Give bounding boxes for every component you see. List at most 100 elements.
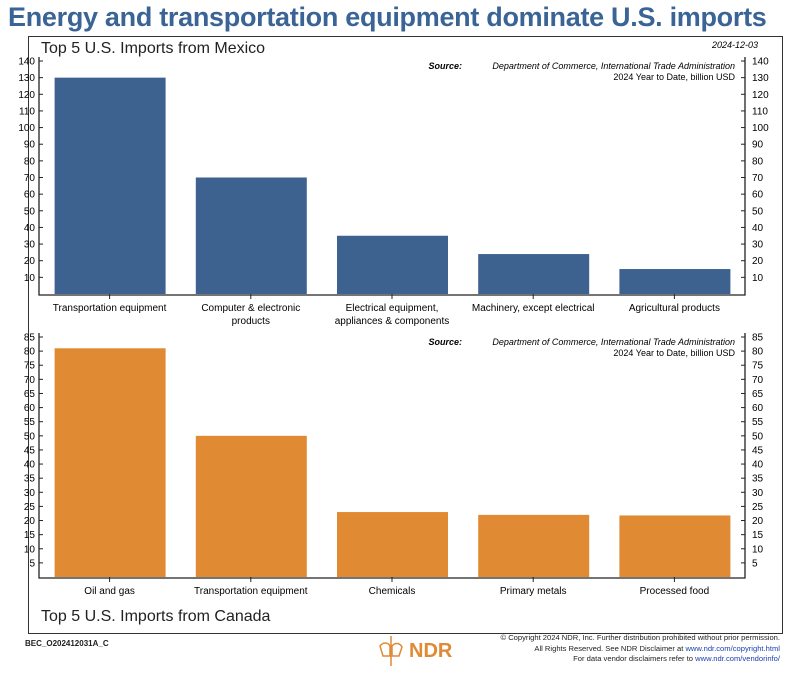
y-tick-label-right: 20	[752, 516, 764, 527]
bull-bear-icon	[379, 636, 403, 666]
y-tick-label-left: 120	[18, 90, 35, 101]
y-tick-label-left: 40	[24, 460, 36, 471]
x-tick-label: Agricultural products	[629, 303, 720, 314]
y-tick-label-right: 40	[752, 460, 764, 471]
x-tick-label: appliances & components	[335, 316, 450, 327]
y-tick-label-left: 70	[24, 375, 36, 386]
x-tick-label: Primary metals	[500, 586, 567, 597]
y-tick-label-right: 80	[752, 347, 764, 358]
y-tick-label-left: 40	[24, 223, 36, 234]
vendor-text: For data vendor disclaimers refer to	[573, 654, 696, 663]
y-tick-label-right: 130	[752, 73, 769, 84]
page-title: Energy and transportation equipment domi…	[8, 2, 767, 32]
units-subtitle: 2024 Year to Date, billion USD	[613, 348, 735, 358]
y-tick-label-left: 35	[24, 474, 36, 485]
y-tick-label-left: 20	[24, 256, 36, 267]
y-tick-label-left: 70	[24, 173, 36, 184]
y-tick-label-left: 10	[24, 544, 36, 555]
x-tick-label: Electrical equipment,	[346, 303, 439, 314]
y-tick-label-right: 20	[752, 256, 764, 267]
y-tick-label-right: 85	[752, 333, 764, 344]
y-tick-label-right: 70	[752, 375, 764, 386]
y-tick-label-left: 30	[24, 488, 36, 499]
copyright-line: © Copyright 2024 NDR, Inc. Further distr…	[500, 633, 780, 642]
y-tick-label-left: 15	[24, 530, 36, 541]
y-tick-label-left: 80	[24, 347, 36, 358]
chart-code: BEC_O202412031A_C	[25, 639, 109, 648]
y-tick-label-left: 45	[24, 445, 36, 456]
y-tick-label-right: 35	[752, 474, 764, 485]
vendor-link[interactable]: www.ndr.com/vendorinfo/	[695, 654, 780, 663]
y-tick-label-right: 50	[752, 431, 764, 442]
y-tick-label-right: 100	[752, 123, 769, 134]
y-tick-label-left: 75	[24, 361, 36, 372]
y-tick-label-right: 65	[752, 389, 764, 400]
y-tick-label-left: 100	[18, 123, 35, 134]
ndr-logo: NDR	[377, 636, 452, 666]
x-tick-label: Computer & electronic	[201, 303, 300, 314]
logo-text: NDR	[409, 639, 453, 662]
bar	[619, 515, 731, 577]
y-tick-label-right: 60	[752, 190, 764, 201]
bar	[195, 177, 307, 294]
copyright-link[interactable]: www.ndr.com/copyright.html	[685, 643, 780, 653]
y-tick-label-left: 50	[24, 431, 36, 442]
x-tick-label: Chemicals	[369, 586, 416, 597]
y-tick-label-left: 85	[24, 333, 36, 344]
panel-title: Top 5 U.S. Imports from Canada	[41, 608, 271, 625]
y-tick-label-right: 15	[752, 530, 764, 541]
bar	[337, 512, 448, 577]
y-tick-label-left: 90	[24, 140, 36, 151]
y-tick-label-left: 25	[24, 502, 36, 513]
y-tick-label-right: 30	[752, 240, 764, 251]
y-tick-label-right: 10	[752, 544, 764, 555]
source-label: Source:	[428, 337, 462, 347]
y-tick-label-left: 60	[24, 403, 36, 414]
x-tick-label: Transportation equipment	[194, 586, 308, 597]
bar	[478, 254, 590, 294]
copyright: © Copyright 2024 NDR, Inc. Further distr…	[500, 633, 780, 665]
y-tick-label-right: 120	[752, 90, 769, 101]
y-tick-label-right: 80	[752, 156, 764, 167]
bar	[195, 435, 307, 577]
y-tick-label-right: 110	[752, 106, 768, 117]
y-tick-label-right: 30	[752, 488, 764, 499]
bar	[54, 348, 166, 577]
bar	[337, 235, 448, 294]
y-tick-label-right: 60	[752, 403, 764, 414]
x-tick-label: Machinery, except electrical	[472, 303, 595, 314]
y-tick-label-left: 65	[24, 389, 36, 400]
source-text: Department of Commerce, International Tr…	[492, 61, 735, 71]
bar	[478, 514, 590, 577]
bar	[619, 269, 731, 294]
y-tick-label-left: 20	[24, 516, 36, 527]
y-tick-label-right: 25	[752, 502, 764, 513]
y-tick-label-right: 75	[752, 361, 764, 372]
y-tick-label-left: 140	[18, 57, 35, 68]
y-tick-label-left: 80	[24, 156, 36, 167]
x-tick-label: Transportation equipment	[53, 303, 167, 314]
y-tick-label-left: 30	[24, 240, 36, 251]
x-tick-label: products	[232, 316, 270, 327]
chart-frame	[28, 36, 783, 634]
y-tick-label-right: 50	[752, 206, 764, 217]
source-text: Department of Commerce, International Tr…	[492, 337, 735, 347]
y-tick-label-right: 70	[752, 173, 764, 184]
panel-title: Top 5 U.S. Imports from Mexico	[41, 40, 265, 57]
units-subtitle: 2024 Year to Date, billion USD	[613, 72, 735, 82]
y-tick-label-left: 5	[29, 558, 35, 569]
y-tick-label-right: 55	[752, 417, 764, 428]
date-label: 2024-12-03	[711, 40, 758, 50]
y-tick-label-left: 130	[18, 73, 35, 84]
bar	[54, 77, 166, 295]
y-tick-label-right: 40	[752, 223, 764, 234]
x-tick-label: Oil and gas	[84, 586, 135, 597]
y-tick-label-left: 110	[19, 106, 35, 117]
y-tick-label-right: 140	[752, 57, 769, 68]
y-tick-label-left: 10	[24, 273, 36, 284]
y-tick-label-right: 45	[752, 445, 764, 456]
disclaimer-text: All Rights Reserved. See NDR Disclaimer …	[534, 643, 686, 653]
y-tick-label-right: 5	[752, 558, 758, 569]
y-tick-label-left: 50	[24, 206, 36, 217]
